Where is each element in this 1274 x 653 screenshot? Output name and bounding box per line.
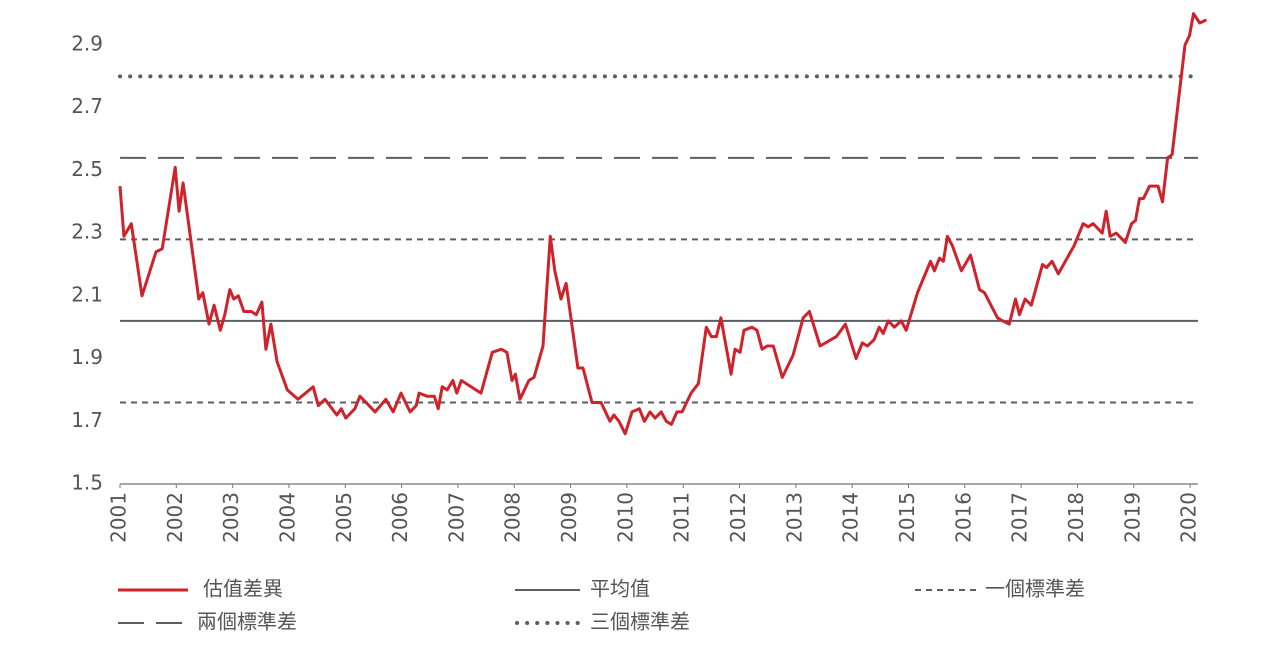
y-tick-label: 2.1 — [71, 282, 103, 306]
data-line — [118, 12, 1208, 436]
legend-label: 兩個標準差 — [197, 610, 297, 634]
x-tick-label: 2008 — [501, 492, 525, 543]
x-tick-label: 2002 — [163, 492, 187, 543]
x-tick-label: 2013 — [782, 492, 806, 543]
y-tick-label: 1.7 — [71, 408, 103, 432]
x-tick-label: 2003 — [219, 492, 243, 543]
y-tick-label: 2.3 — [71, 220, 103, 244]
x-tick-label: 2001 — [107, 492, 131, 543]
legend-label: 平均值 — [590, 577, 650, 601]
x-tick-label: 2019 — [1120, 492, 1144, 543]
y-tick-label: 2.5 — [71, 157, 103, 181]
x-tick-label: 2010 — [613, 492, 637, 543]
x-tick-label: 2009 — [557, 492, 581, 543]
x-tick-label: 2014 — [839, 492, 863, 543]
x-tick-label: 2018 — [1064, 492, 1088, 543]
x-tick-label: 2015 — [895, 492, 919, 543]
legend-label: 估值差異 — [203, 577, 283, 601]
y-tick-label: 2.7 — [71, 94, 103, 118]
y-tick-label: 2.9 — [71, 31, 103, 55]
x-tick-label: 2007 — [444, 492, 468, 543]
y-tick-label: 1.5 — [71, 471, 103, 495]
x-tick-label: 2017 — [1008, 492, 1032, 543]
y-tick-label: 1.9 — [71, 345, 103, 369]
x-tick-label: 2012 — [726, 492, 750, 543]
x-tick-label: 2011 — [670, 492, 694, 543]
x-tick-label: 2005 — [332, 492, 356, 543]
legend-label: 三個標準差 — [590, 610, 690, 634]
x-tick-label: 2006 — [388, 492, 412, 543]
x-tick-label: 2020 — [1177, 492, 1201, 543]
x-tick-label: 2016 — [951, 492, 975, 543]
legend-label: 一個標準差 — [985, 577, 1085, 601]
x-tick-label: 2004 — [275, 492, 299, 543]
